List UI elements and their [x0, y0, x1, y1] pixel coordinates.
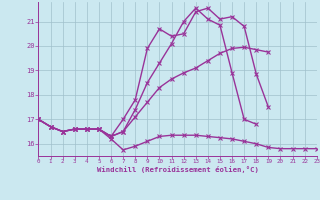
X-axis label: Windchill (Refroidissement éolien,°C): Windchill (Refroidissement éolien,°C): [97, 166, 259, 173]
